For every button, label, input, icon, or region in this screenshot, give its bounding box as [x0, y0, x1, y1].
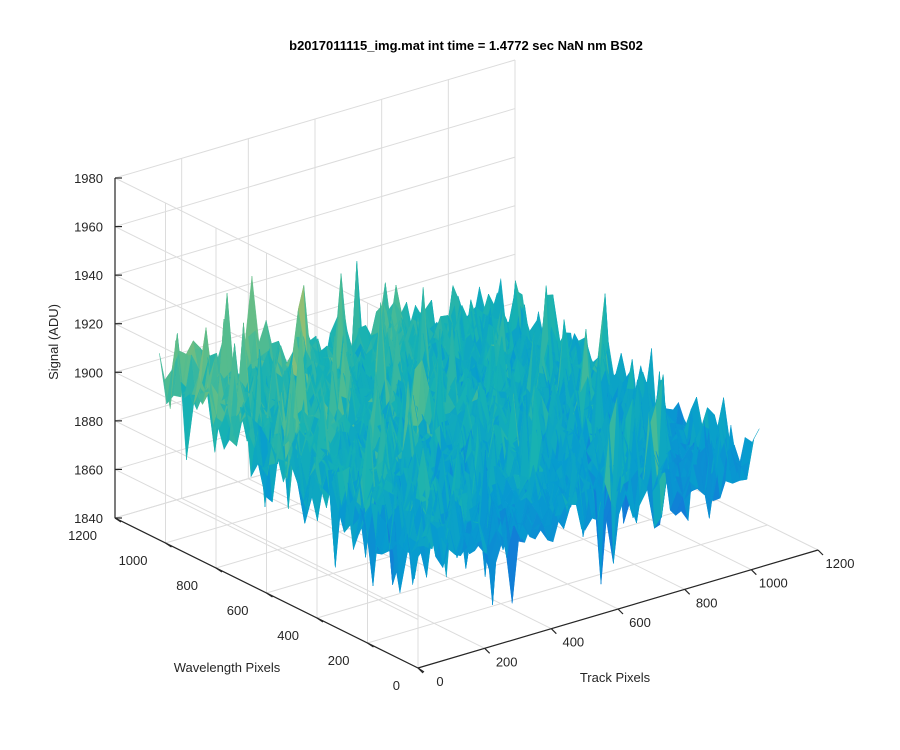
z-tick-label: 1840: [74, 511, 103, 526]
back-wall-gridline-z: [114, 59, 516, 179]
x-tick-label: 1200: [826, 556, 855, 571]
y-tick-label: 1000: [119, 553, 148, 568]
x-axis-label: Track Pixels: [580, 670, 651, 685]
back-wall-gridline-z: [114, 205, 516, 325]
y-tick-mark: [165, 542, 172, 548]
floor-gridline-y: [367, 524, 768, 644]
x-tick-mark: [750, 569, 757, 576]
z-axis-label: Signal (ADU): [46, 304, 61, 380]
z-tick-label: 1880: [74, 414, 103, 429]
x-tick-label: 0: [436, 674, 443, 689]
side-wall-gridline-z: [114, 468, 419, 620]
y-tick-mark: [367, 642, 374, 648]
back-wall-gridline-z: [114, 108, 516, 228]
y-tick-label: 200: [328, 653, 350, 668]
z-tick-label: 1960: [74, 220, 103, 235]
y-tick-mark: [215, 567, 223, 573]
y-tick-mark: [417, 667, 425, 673]
y-tick-mark: [266, 592, 273, 598]
x-tick-mark: [684, 588, 691, 595]
y-tick-label: 800: [176, 578, 198, 593]
x-tick-label: 200: [496, 654, 518, 669]
y-tick-mark: [114, 517, 122, 523]
chart-title: b2017011115_img.mat int time = 1.4772 se…: [289, 38, 643, 53]
x-tick-mark: [550, 628, 557, 635]
y-tick-label: 1200: [68, 528, 97, 543]
z-tick-label: 1940: [74, 268, 103, 283]
y-tick-label: 400: [277, 628, 299, 643]
y-tick-mark: [316, 617, 324, 623]
z-tick-label: 1860: [74, 462, 103, 477]
x-tick-label: 800: [696, 595, 718, 610]
z-tick-label: 1980: [74, 171, 103, 186]
x-tick-label: 600: [629, 615, 651, 630]
floor-gridline-y: [316, 499, 718, 619]
x-tick-mark: [617, 608, 624, 615]
x-tick-mark: [484, 647, 491, 654]
surface-mesh: [159, 260, 760, 605]
y-axis-ticks: 0 200 400 600 800 1000 1200: [68, 517, 425, 693]
x-tick-mark: [817, 549, 824, 556]
z-tick-label: 1900: [74, 365, 103, 380]
y-tick-label: 600: [227, 603, 249, 618]
x-tick-label: 1000: [759, 576, 788, 591]
surface-patch: [746, 428, 760, 480]
z-tick-label: 1920: [74, 317, 103, 332]
x-tick-label: 400: [562, 635, 584, 650]
y-tick-label: 0: [393, 678, 400, 693]
side-wall-gridline-z: [114, 177, 419, 329]
back-wall-gridline-z: [114, 156, 516, 276]
z-axis-ticks: 1840 1860 1880 1900 1920 1940 1960 1980: [74, 171, 122, 526]
y-axis-label: Wavelength Pixels: [174, 660, 281, 675]
x-axis-ticks: 0 200 400 600 800 1000 1200: [417, 549, 855, 689]
